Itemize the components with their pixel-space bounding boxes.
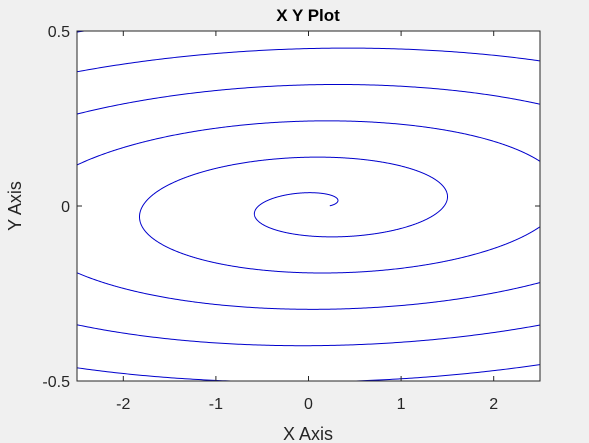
- axes-background: [77, 31, 540, 381]
- y-tick-label: 0: [61, 199, 70, 216]
- y-tick-label: -0.5: [42, 374, 70, 391]
- x-tick-label: 1: [397, 396, 406, 413]
- x-tick-label: 2: [489, 396, 498, 413]
- x-tick-label: 0: [304, 396, 313, 413]
- chart-title: X Y Plot: [276, 6, 340, 25]
- x-axis-label: X Axis: [283, 424, 333, 443]
- axes-layer: -2 -1 0 1 2 -0.5 0 0.5: [42, 24, 541, 413]
- y-tick-label: 0.5: [48, 24, 70, 41]
- y-axis-label: Y Axis: [5, 181, 25, 231]
- x-tick-label: -2: [116, 396, 130, 413]
- x-tick-label: -1: [209, 396, 223, 413]
